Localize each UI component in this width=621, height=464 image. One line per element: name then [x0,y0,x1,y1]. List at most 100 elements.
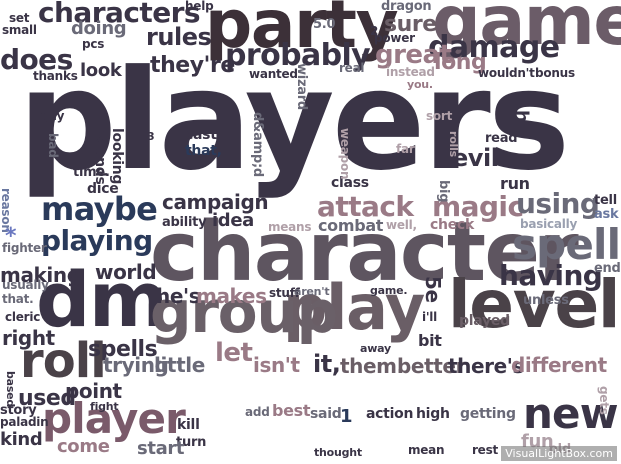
cloud-word: hit [511,110,532,137]
cloud-word: ask [594,207,619,222]
cloud-word: you. [407,78,433,91]
cloud-word: tell [594,193,617,208]
cloud-word: best [272,401,311,420]
cloud-word: that, [185,143,222,159]
cloud-word: real [339,61,365,75]
cloud-word: that. [2,292,34,306]
cloud-word: d&amp;d [250,112,265,177]
cloud-word: making [0,263,81,287]
cloud-word: idea [212,210,254,231]
cloud-word: high [416,406,450,422]
cloud-word: play [283,271,425,344]
cloud-word: run [500,174,530,193]
cloud-word: character [150,205,579,300]
cloud-word: probably [225,38,371,73]
cloud-word: magic [432,190,524,223]
cloud-word: bad [46,133,60,158]
cloud-word: unless [523,293,569,308]
cloud-word: kill [177,417,200,433]
cloud-word: 5e [421,276,445,303]
cloud-word: roll [20,333,107,389]
cloud-word: maybe [41,190,158,228]
cloud-word: world [95,260,157,284]
cloud-word: i'll [422,310,438,324]
cloud-word: pcs [82,37,105,51]
cloud-word: little [154,353,205,377]
cloud-word: player [42,394,186,443]
cloud-word: usually [2,278,49,292]
cloud-word: wanted [249,67,298,81]
cloud-word: kind [0,429,43,450]
cloud-word: having [499,259,603,292]
cloud-word: new [523,389,619,438]
cloud-word: it, [313,350,341,378]
cloud-word: far [396,142,415,156]
cloud-word: spell [512,220,621,269]
cloud-word: he's [156,284,201,308]
cloud-word: said [310,406,342,422]
cloud-word: looking [109,128,125,185]
cloud-word: ability [162,215,207,230]
cloud-word: sounds [92,130,108,185]
cloud-word: means [268,220,312,234]
cloud-word: dice [87,181,119,197]
cloud-word: aren't [294,285,330,298]
cloud-word: makes [196,284,267,308]
cloud-word: 5.0 [313,17,336,32]
cloud-word: bonus [535,66,575,80]
cloud-word: game. [370,284,408,297]
cloud-word: let [215,338,253,368]
cloud-word: played [459,313,510,329]
cloud-word: dragon [381,0,432,14]
cloud-word: long [434,50,487,75]
cloud-word: basically [520,217,578,231]
cloud-word: they're [150,53,235,78]
cloud-word: there's [448,354,525,378]
cloud-word: players [18,40,570,201]
cloud-word: 2 [370,24,379,38]
cloud-word: big [436,180,451,203]
cloud-word: based [4,371,17,408]
cloud-word: thanks [33,69,78,83]
cloud-word: better [397,354,466,378]
cloud-word: attack [317,190,414,223]
cloud-word: weapon [338,128,352,180]
cloud-word: group [150,278,338,346]
cloud-word: right [2,326,55,350]
cloud-word: cast [185,127,217,143]
cloud-word: look [80,60,122,81]
cloud-word: instead [386,65,435,79]
cloud-word: time. [73,165,110,180]
cloud-word: thought [314,446,362,459]
cloud-word: action [366,406,414,422]
cloud-word: fight [90,400,119,413]
cloud-word: damage [428,30,560,65]
cloud-word: stuff [269,286,300,300]
cloud-word: start [137,438,185,459]
cloud-word: them. [340,354,404,378]
cloud-word: does [0,43,73,76]
cloud-word: end [594,261,621,276]
cloud-word: help [185,0,214,13]
cloud-word: paladin [0,415,49,429]
cloud-word: come [57,436,110,457]
cloud-word: campaign [162,190,269,214]
cloud-word: cleric [5,310,41,324]
cloud-word: level [448,266,621,343]
cloud-word: rest [472,443,498,457]
cloud-word: combat [318,216,384,235]
cloud-word: isn't [253,353,300,377]
cloud-word: great [375,40,452,70]
cloud-word: doing [71,18,127,39]
cloud-word: sure [384,12,437,37]
cloud-word: guy [40,109,65,123]
cloud-word: rolls [447,131,460,157]
cloud-word: away [360,342,391,355]
cloud-word: used [18,386,76,411]
cloud-word: wizard [294,63,309,110]
cloud-word: trying [103,353,169,377]
cloud-word: set [9,11,30,25]
cloud-word: wouldn't [478,66,535,80]
cloud-word: gets [597,386,611,415]
